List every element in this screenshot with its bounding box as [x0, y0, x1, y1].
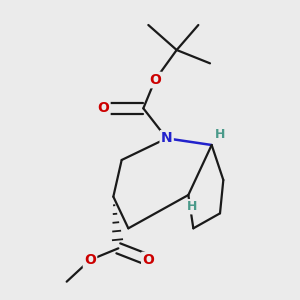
- Text: H: H: [215, 128, 225, 142]
- Text: O: O: [142, 253, 154, 267]
- Text: O: O: [149, 73, 161, 87]
- Text: O: O: [98, 101, 109, 115]
- Text: O: O: [84, 253, 96, 267]
- Text: H: H: [187, 200, 197, 213]
- Text: N: N: [161, 131, 172, 145]
